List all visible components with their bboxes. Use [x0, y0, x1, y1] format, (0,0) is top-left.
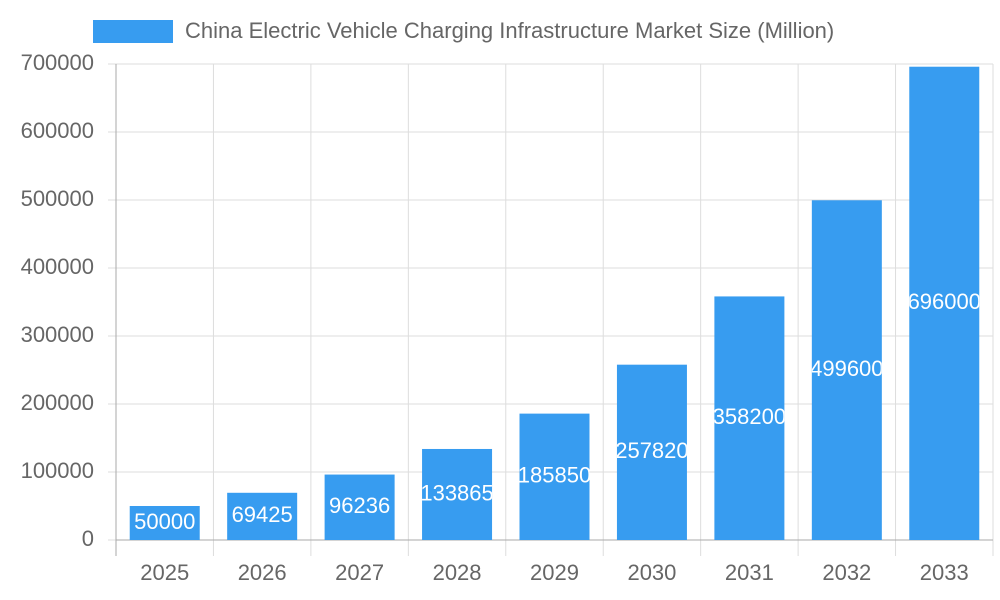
legend-swatch — [93, 20, 173, 43]
x-tick-label: 2032 — [822, 560, 871, 585]
y-tick-label: 400000 — [21, 254, 94, 279]
bar — [422, 448, 493, 540]
x-tick-label: 2025 — [140, 560, 189, 585]
y-tick-label: 100000 — [21, 458, 94, 483]
bar — [909, 66, 980, 540]
value-label: 69425 — [232, 502, 293, 527]
bar — [519, 413, 590, 540]
bar — [811, 200, 882, 540]
bar — [129, 506, 200, 540]
value-label: 499600 — [810, 356, 883, 381]
value-label: 185850 — [518, 463, 591, 488]
value-label: 50000 — [134, 509, 195, 534]
bar — [714, 296, 785, 540]
y-tick-label: 300000 — [21, 322, 94, 347]
value-label: 257820 — [615, 438, 688, 463]
bar — [616, 364, 687, 540]
legend-label: China Electric Vehicle Charging Infrastr… — [185, 18, 834, 43]
value-label: 133865 — [420, 480, 493, 505]
bar — [227, 492, 298, 540]
x-tick-label: 2026 — [238, 560, 287, 585]
y-tick-label: 0 — [82, 526, 94, 551]
x-tick-label: 2033 — [920, 560, 969, 585]
x-tick-label: 2027 — [335, 560, 384, 585]
y-tick-label: 700000 — [21, 50, 94, 75]
y-tick-label: 200000 — [21, 390, 94, 415]
value-label: 358200 — [713, 404, 786, 429]
x-tick-label: 2031 — [725, 560, 774, 585]
value-label: 696000 — [908, 289, 981, 314]
x-tick-label: 2029 — [530, 560, 579, 585]
x-tick-label: 2028 — [433, 560, 482, 585]
y-tick-label: 600000 — [21, 118, 94, 143]
y-tick-label: 500000 — [21, 186, 94, 211]
x-tick-label: 2030 — [627, 560, 676, 585]
bar — [324, 474, 395, 540]
value-label: 96236 — [329, 493, 390, 518]
